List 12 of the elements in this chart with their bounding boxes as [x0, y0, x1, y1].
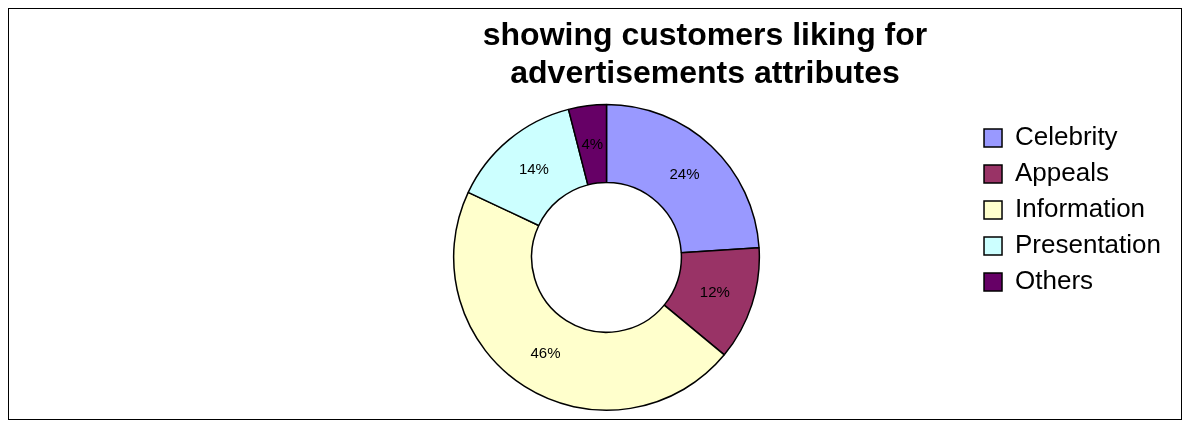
legend-label: Presentation: [1015, 229, 1161, 260]
text: advertisements attributes: [510, 54, 900, 91]
data-label: 46%: [530, 343, 561, 361]
legend-label: Others: [1015, 265, 1094, 296]
legend-label: Appeals: [1015, 157, 1109, 188]
text: showing customers liking for: [482, 16, 928, 53]
data-label: 4%: [581, 134, 604, 152]
legend-label: Celebrity: [1015, 121, 1118, 152]
data-label: 12%: [699, 282, 730, 300]
legend-label: Information: [1015, 193, 1146, 224]
data-label: 14%: [518, 159, 549, 177]
data-label: 24%: [669, 164, 700, 182]
